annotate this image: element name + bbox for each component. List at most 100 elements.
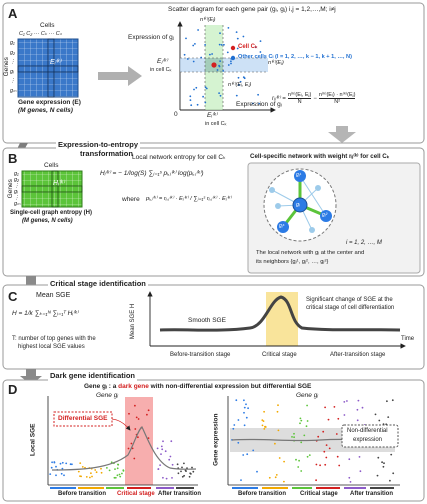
differential-sge-label: Differential SGE [58, 415, 108, 422]
scatter-dot [204, 86, 207, 89]
scatter-dot [268, 476, 271, 479]
scatter-dot [177, 472, 180, 475]
scatter-dot [211, 53, 214, 55]
n-ei-label: n⁽ᵏ⁾(Eᵢ) [200, 17, 216, 23]
scatter-dot [171, 463, 174, 466]
scatter-dot [95, 471, 98, 474]
scatter-dot [262, 420, 265, 422]
panel-a-letter: A [8, 6, 18, 21]
scatter-dot [337, 417, 340, 420]
scatter-dot [127, 447, 130, 450]
scatter-dot [235, 31, 238, 33]
scatter-dot [134, 428, 137, 430]
scatter-dot [100, 471, 103, 474]
scatter-dot [261, 419, 264, 421]
scatter-dot [131, 447, 134, 450]
scatter-dot [223, 43, 225, 46]
scatter-dot [130, 442, 133, 445]
scatter-dot [192, 44, 195, 47]
scatter-dot [122, 469, 125, 472]
scatter-dot [306, 455, 309, 458]
scatter-dot [247, 407, 250, 410]
scatter-dot [275, 474, 278, 476]
arrow-a-to-b-right [328, 126, 356, 143]
scatter-dot [209, 53, 211, 56]
scatter-dot [391, 399, 394, 402]
cells-label-b: Cells [44, 162, 59, 169]
scatter-dot [242, 35, 245, 38]
scatter-dot [236, 47, 239, 50]
scatter-dot [116, 474, 119, 477]
scatter-dot [278, 457, 281, 459]
ej-label: Eⱼ⁽ᵏ⁾ [157, 58, 168, 65]
scatter-dot [184, 469, 187, 472]
scatter-dot [219, 94, 222, 97]
scatter-dot [277, 404, 279, 407]
scatter-dot [162, 476, 164, 479]
scatter-dot [204, 101, 207, 104]
scatter-dot [251, 102, 254, 105]
mean-sge-note-1: T: number of top genes with the [12, 336, 96, 342]
scatter-dot [343, 401, 346, 403]
scatter-dot [315, 479, 317, 482]
scatter-dot [218, 43, 221, 46]
gene-row-label: g₁ [14, 171, 19, 177]
index-range: i = 1, 2, …, M [346, 240, 382, 246]
scatter-dot [49, 473, 52, 475]
scatter-dot [170, 440, 173, 443]
scatter-dot [343, 414, 346, 416]
scatter-dot [261, 424, 264, 427]
scatter-dot [90, 472, 92, 475]
scatter-dot [232, 427, 235, 430]
gene-row-label: ⋮ [14, 195, 20, 201]
scatter-dot [116, 467, 119, 470]
mean-sge-curve [159, 295, 401, 332]
scatter-dot [216, 69, 219, 71]
scatter-dot [121, 472, 123, 475]
header-suffix: with non-differential expression but dif… [148, 383, 312, 390]
rho-formula: rᵢⱼ⁽ᵏ⁾ = n⁽ᵏ⁾(Eᵢ, Eⱼ) N − n⁽ᵏ⁾(Eᵢ) · n⁽ᵏ… [272, 92, 356, 105]
scatter-dot [336, 455, 339, 458]
scatter-dot [236, 37, 239, 40]
ej-sub: in cell Cₖ [150, 67, 172, 73]
scatter-dot [333, 406, 336, 408]
scatter-dot [194, 43, 196, 45]
scatter-dot [243, 406, 246, 409]
network-neighbor-3 [277, 221, 289, 233]
scatter-dot [53, 461, 56, 463]
smooth-sge-label: Smooth SGE [188, 317, 226, 324]
scatter-dot [300, 470, 303, 472]
scatter-dot [295, 458, 297, 461]
scatter-y-label: Expression of gⱼ [128, 34, 174, 41]
matrix-col-highlight [47, 38, 55, 98]
scatter-dot [165, 477, 168, 480]
non-differential-callout [341, 424, 399, 448]
scatter-dot [218, 92, 221, 94]
arrow-to-scatter [98, 66, 142, 86]
scatter-dot [89, 476, 91, 479]
scatter-dot [94, 469, 97, 471]
scatter-dot [263, 410, 265, 413]
scatter-dot [235, 94, 238, 97]
scatter-dot [322, 430, 325, 433]
scatter-dot [55, 474, 57, 477]
legend-cell-k-dot [230, 45, 236, 51]
transition-cd: Dark gene identification [48, 371, 138, 381]
scatter-dot [91, 475, 93, 478]
scatter-dot [386, 400, 388, 403]
scatter-dot [245, 403, 247, 406]
scatter-dot [256, 470, 258, 473]
scatter-dot [299, 417, 302, 420]
scatter-dot [335, 433, 338, 435]
scatter-dot [176, 463, 179, 466]
scatter-dot [69, 463, 72, 466]
scatter-dot [374, 413, 377, 416]
n-ej-label: n⁽ᵏ⁾(Eⱼ) [268, 60, 284, 66]
network-title: Cell-specific network with weight rᵢⱼ⁽ᵏ⁾… [250, 153, 390, 160]
scatter-dot [377, 456, 380, 459]
gene-row-label: ⋮ [14, 183, 20, 189]
scatter-dot [114, 468, 116, 470]
node-n1-label: gⱼ¹ [296, 172, 302, 178]
gene-row-label: gᵢ [10, 68, 14, 75]
header-prefix: Gene gᵢ : a [84, 383, 119, 390]
